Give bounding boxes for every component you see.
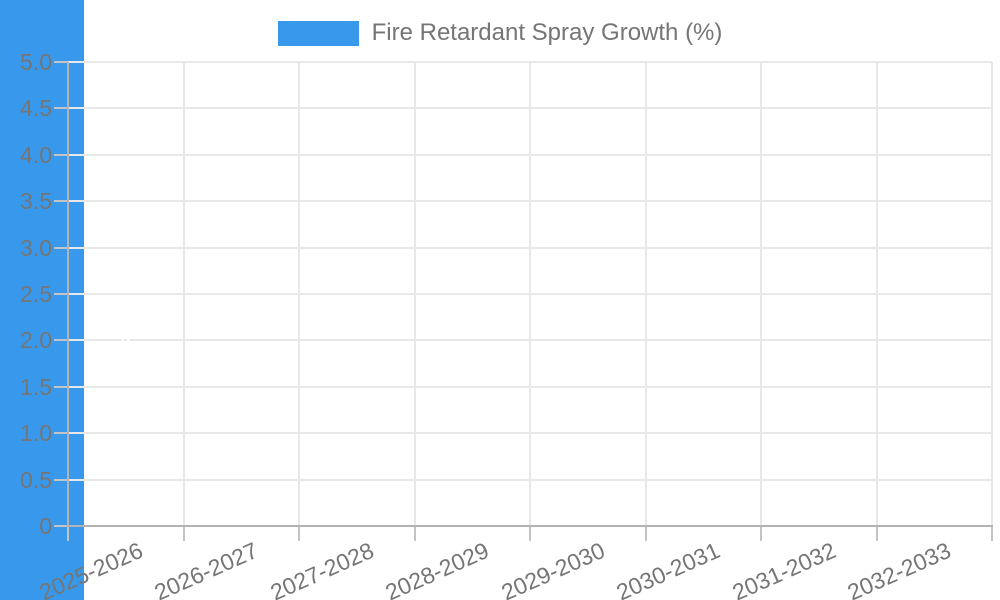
y-axis-tick xyxy=(54,61,68,63)
y-axis-tick xyxy=(54,339,68,342)
x-axis-category-label: 2031-2032 xyxy=(728,537,840,600)
v-gridline xyxy=(991,62,993,526)
x-axis-category-label: 2029-2030 xyxy=(497,537,609,600)
x-axis-category-label: 2026-2027 xyxy=(150,537,262,600)
y-axis-tick xyxy=(54,153,68,156)
x-axis-category-label: 2027-2028 xyxy=(266,537,378,600)
x-axis-category-label: 2028-2029 xyxy=(381,537,493,600)
bar-value-label: 4.6 xyxy=(687,299,720,326)
y-axis-tick xyxy=(54,246,68,249)
v-gridline xyxy=(875,62,878,526)
y-axis-tick xyxy=(54,293,68,295)
y-axis-tick-label: 3.0 xyxy=(20,234,52,261)
y-axis-tick-label: 1.0 xyxy=(20,420,52,447)
x-axis-tick xyxy=(67,527,69,541)
bar-value-label: 4.8 xyxy=(918,290,951,317)
x-axis-tick xyxy=(875,527,878,541)
y-axis-tick xyxy=(54,385,68,388)
y-axis-tick xyxy=(54,525,68,527)
y-axis-tick-label: 2.0 xyxy=(20,327,52,354)
x-axis-category-label: 2032-2033 xyxy=(843,537,955,600)
x-axis-tick xyxy=(182,527,185,541)
y-axis-tick-label: 0 xyxy=(39,513,52,539)
y-axis-tick-label: 2.5 xyxy=(20,281,52,307)
y-axis-tick xyxy=(54,432,68,435)
y-axis-tick-label: 4.0 xyxy=(20,141,52,168)
y-axis-tick xyxy=(54,478,68,481)
y-axis-tick xyxy=(54,107,68,110)
v-gridline xyxy=(413,62,416,526)
v-gridline xyxy=(644,62,647,526)
y-axis-line xyxy=(67,62,69,527)
bar-value-label: 4.5 xyxy=(571,304,604,331)
bar-value-label: 4.4 xyxy=(456,308,489,335)
v-gridline xyxy=(760,62,762,526)
bar-value-label: 4.3 xyxy=(340,313,373,340)
x-axis-tick xyxy=(760,527,762,541)
y-axis-tick-label: 3.5 xyxy=(20,188,52,215)
y-axis-tick-label: 1.5 xyxy=(20,373,52,400)
legend-label: Fire Retardant Spray Growth (%) xyxy=(371,19,723,46)
chart-legend[interactable]: Fire Retardant Spray Growth (%) xyxy=(0,18,1000,48)
v-gridline xyxy=(529,62,531,526)
x-axis-tick xyxy=(644,527,647,541)
x-axis-tick xyxy=(529,527,531,541)
y-axis-tick-label: 4.5 xyxy=(20,95,52,122)
legend-swatch xyxy=(277,20,359,46)
x-axis-category-label: 2030-2031 xyxy=(612,537,724,600)
x-axis-tick xyxy=(413,527,416,541)
y-axis-tick-label: 0.5 xyxy=(20,466,52,493)
x-axis-tick xyxy=(991,527,993,541)
v-gridline xyxy=(182,62,185,526)
bar-value-label: 4.2 xyxy=(225,318,258,345)
x-axis-line xyxy=(67,525,993,527)
bar xyxy=(0,371,84,600)
v-gridline xyxy=(298,62,300,526)
bar-value-label: 4.7 xyxy=(802,294,835,321)
y-axis-tick-label: 5.0 xyxy=(20,49,52,75)
bar-value-label: 4 xyxy=(119,327,133,354)
y-axis-tick xyxy=(54,200,68,203)
x-axis-tick xyxy=(298,527,300,541)
